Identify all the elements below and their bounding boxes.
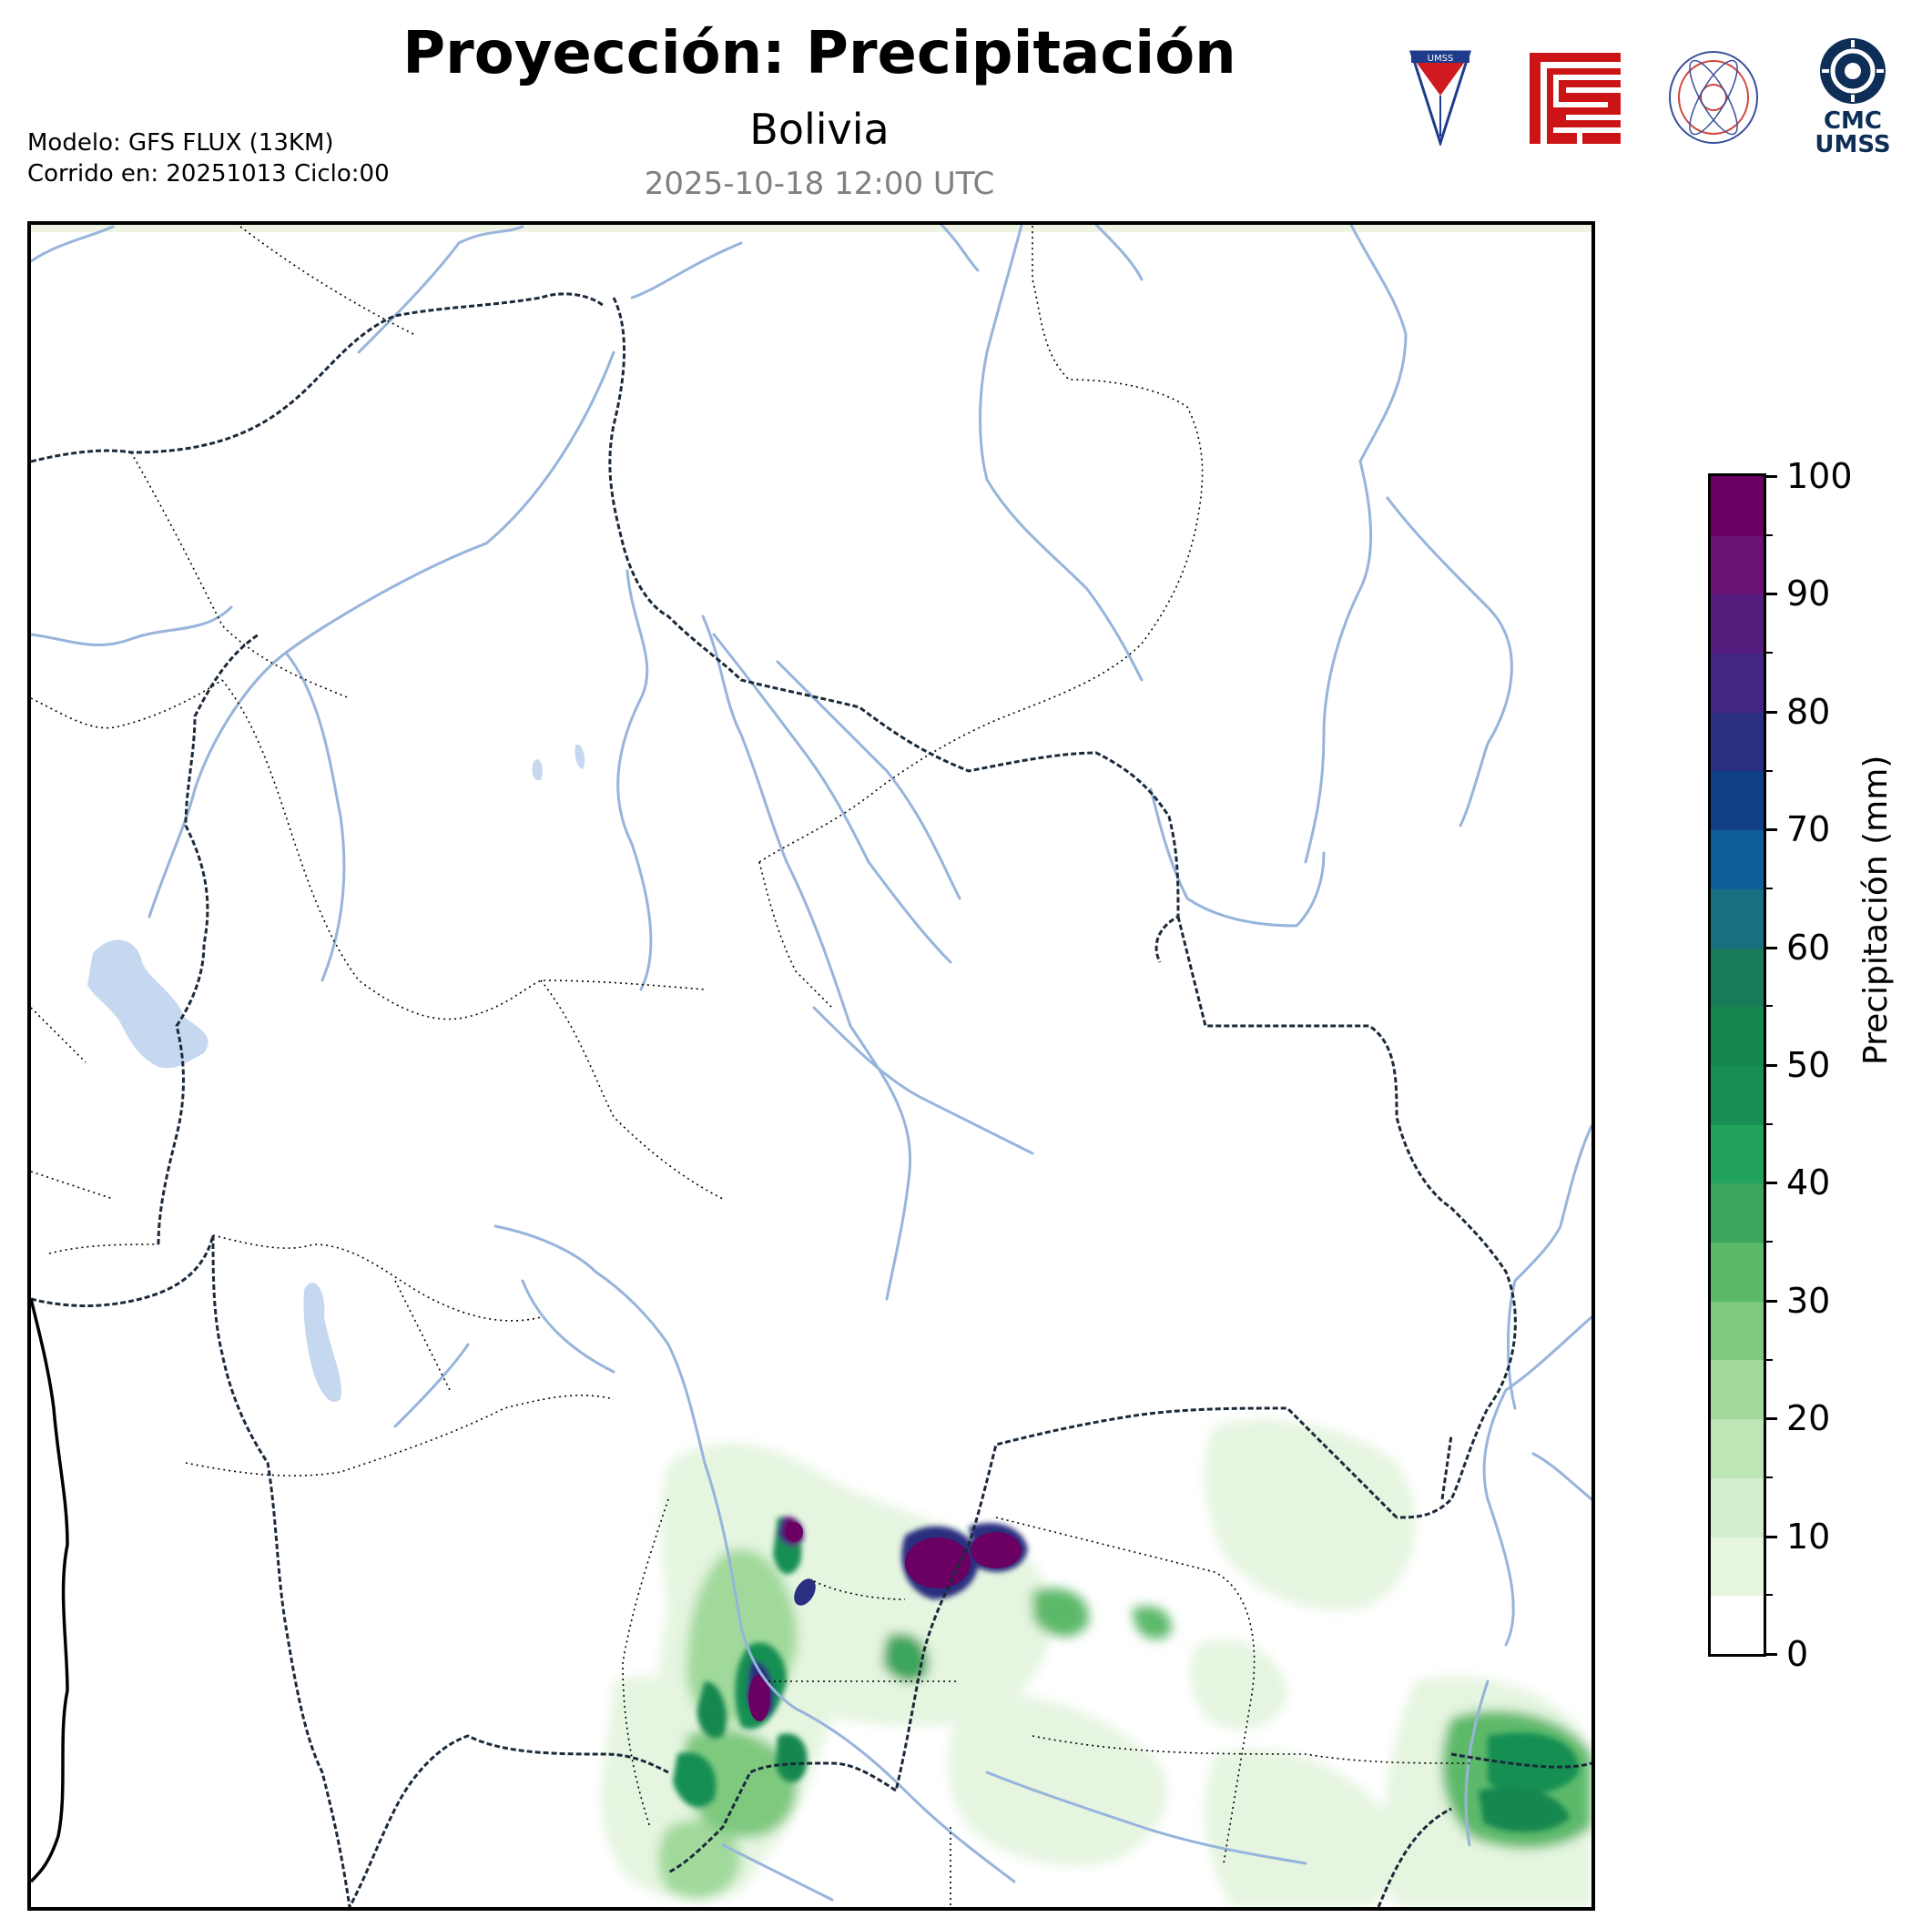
colorbar-minor-tick [1766,769,1773,772]
coastline [31,1298,69,1883]
lake-titicaca [87,939,208,1069]
colorbar-minor-tick [1766,1476,1773,1478]
colorbar-segment [1711,1006,1764,1066]
colorbar-major-tick [1766,828,1777,832]
rivers [31,225,1591,1902]
precipitation-max-cores [748,1522,1022,1721]
colorbar-tick-label: 20 [1786,1398,1831,1439]
colorbar-segment [1711,770,1764,831]
valid-time: 2025-10-18 12:00 UTC [644,166,995,202]
colorbar-tick-label: 90 [1786,573,1831,614]
lake-poopo [303,1282,341,1403]
colorbar-tick-label: 50 [1786,1045,1831,1085]
cmc-logo-line1: CMC [1823,107,1883,135]
colorbar-tick-label: 30 [1786,1280,1831,1321]
svg-text:UMSS: UMSS [1428,54,1454,64]
map-top-landmask [31,225,1591,232]
colorbar-minor-tick [1766,652,1773,655]
colorbar-major-tick [1766,1064,1777,1067]
colorbar-minor-tick [1766,533,1773,536]
cmc-logo-line2: UMSS [1815,131,1891,158]
colorbar-minor-tick [1766,1241,1773,1243]
colorbar-tick-label: 70 [1786,809,1831,850]
umss-shield-logo: UMSS [1408,50,1472,147]
colorbar-minor-tick [1766,1005,1773,1008]
map-canvas [31,225,1591,1907]
colorbar-minor-tick [1766,1358,1773,1361]
colorbar-major-tick [1766,1653,1777,1656]
fcyt-logo [1530,53,1621,144]
colorbar-major-tick [1766,1299,1777,1303]
colorbar-major-tick [1766,475,1777,478]
chart-title: Proyección: Precipitación [402,20,1236,87]
colorbar-tick-label: 80 [1786,691,1831,732]
lakes [87,744,585,1403]
colorbar-tick-label: 40 [1786,1162,1831,1203]
colorbar-major-tick [1766,1535,1777,1538]
colorbar-minor-tick [1766,1594,1773,1597]
colorbar-segment [1711,1418,1764,1478]
colorbar-major-tick [1766,593,1777,596]
region-subtitle: Bolivia [749,105,890,154]
lake-small-north-1 [532,759,544,781]
colorbar-segment [1711,1182,1764,1243]
colorbar-segment [1711,1476,1764,1537]
colorbar-label: Precipitación (mm) [1857,755,1895,1065]
model-line: Modelo: GFS FLUX (13KM) [27,129,334,157]
colorbar-segment [1711,1595,1764,1654]
country-borders [31,292,1591,1907]
colorbar [1708,473,1766,1657]
precipitation-map [27,221,1595,1911]
colorbar-segment [1711,829,1764,889]
colorbar-segment [1711,653,1764,713]
colorbar-major-tick [1766,710,1777,714]
colorbar-segment [1711,1536,1764,1597]
model-info: Modelo: GFS FLUX (13KM) Corrido en: 2025… [27,127,390,189]
colorbar-major-tick [1766,1417,1777,1421]
colorbar-major-tick [1766,1182,1777,1185]
colorbar-segment [1711,888,1764,949]
run-line: Corrido en: 20251013 Ciclo:00 [27,160,390,188]
colorbar-major-tick [1766,946,1777,949]
colorbar-segment [1711,476,1764,536]
colorbar-minor-tick [1766,887,1773,889]
physics-department-seal [1666,47,1761,147]
colorbar-segment [1711,1300,1764,1361]
colorbar-tick-label: 60 [1786,927,1831,968]
cmc-umss-logo: CMC UMSS [1812,36,1894,158]
colorbar-tick-label: 0 [1786,1634,1809,1674]
colorbar-segment [1711,1242,1764,1302]
colorbar-segment [1711,1123,1764,1184]
colorbar-segment [1711,947,1764,1008]
colorbar-segment [1711,534,1764,595]
colorbar-segment [1711,711,1764,772]
colorbar-segment [1711,1065,1764,1125]
lake-small-north-2 [575,744,585,769]
colorbar-tick-label: 100 [1786,456,1853,496]
colorbar-segment [1711,594,1764,655]
colorbar-segment [1711,1359,1764,1420]
colorbar-tick-label: 10 [1786,1516,1831,1557]
colorbar-minor-tick [1766,1122,1773,1125]
department-borders [31,225,1470,1907]
